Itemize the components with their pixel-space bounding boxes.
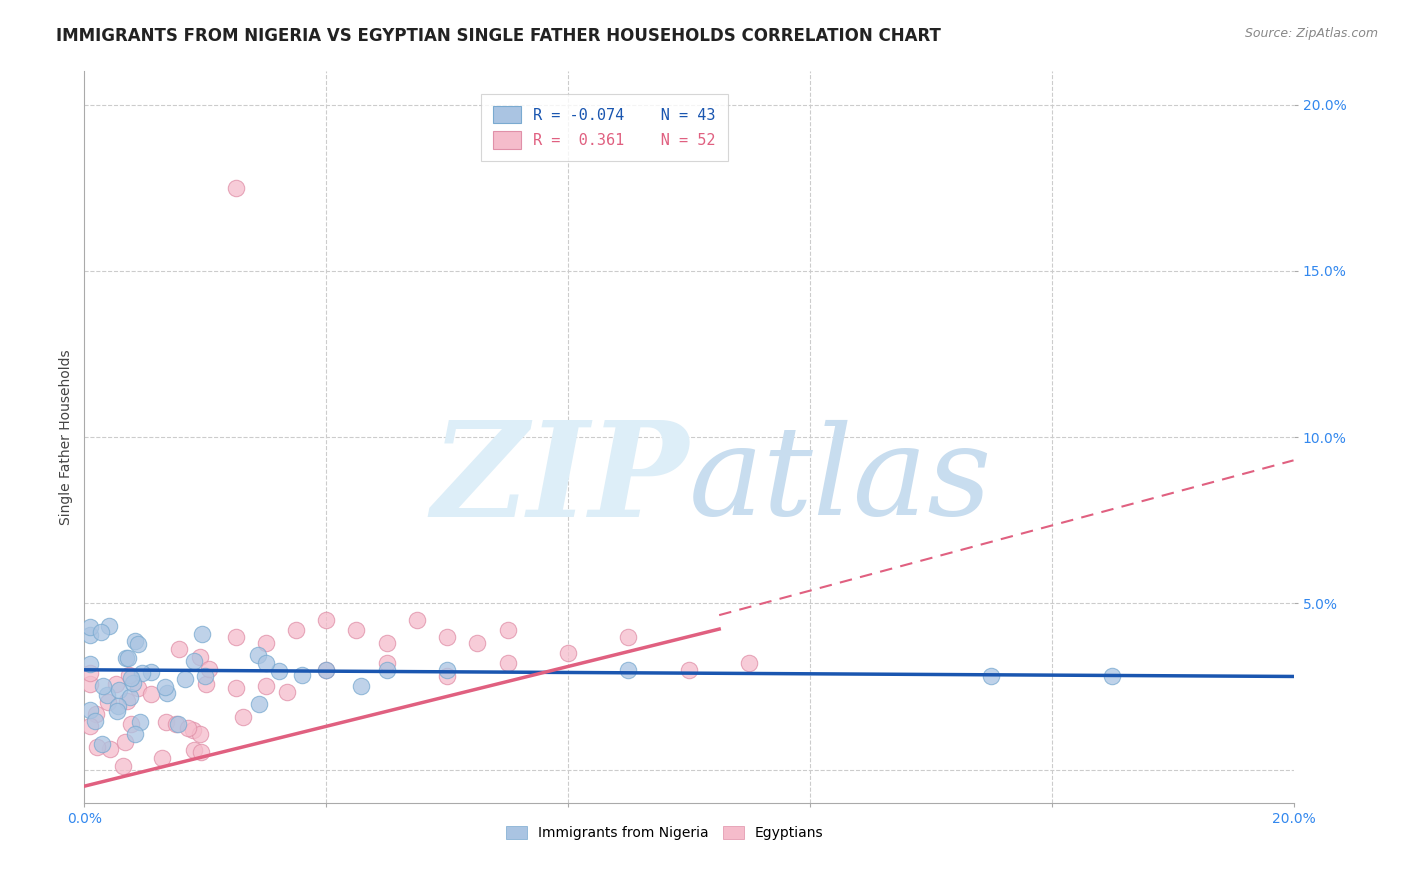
Point <box>350 679 373 693</box>
Point <box>156 686 179 700</box>
Point <box>190 745 212 759</box>
Point <box>247 698 270 712</box>
Point <box>166 717 188 731</box>
Point <box>436 663 458 677</box>
Point <box>496 656 519 670</box>
Point <box>97 695 120 709</box>
Legend: Immigrants from Nigeria, Egyptians: Immigrants from Nigeria, Egyptians <box>499 819 830 847</box>
Point <box>107 699 129 714</box>
Point <box>96 688 118 702</box>
Point <box>183 653 205 667</box>
Point <box>120 716 142 731</box>
Point <box>678 663 700 677</box>
Point <box>174 672 197 686</box>
Point <box>194 676 217 690</box>
Point <box>225 180 247 194</box>
Point <box>139 687 162 701</box>
Point <box>155 714 177 729</box>
Point <box>118 668 141 682</box>
Point <box>129 715 152 730</box>
Point <box>167 641 190 656</box>
Point <box>83 714 105 728</box>
Point <box>980 669 1002 683</box>
Point <box>1101 669 1123 683</box>
Point <box>276 685 298 699</box>
Point <box>124 727 146 741</box>
Point <box>436 630 458 644</box>
Point <box>139 665 162 679</box>
Point <box>127 681 149 695</box>
Point <box>496 623 519 637</box>
Point <box>153 680 176 694</box>
Point <box>79 719 101 733</box>
Point <box>291 667 314 681</box>
Text: Source: ZipAtlas.com: Source: ZipAtlas.com <box>1244 27 1378 40</box>
Point <box>98 742 121 756</box>
Point <box>225 630 247 644</box>
Point <box>79 677 101 691</box>
Point <box>93 679 115 693</box>
Point <box>617 630 640 644</box>
Point <box>183 743 205 757</box>
Point <box>738 656 761 670</box>
Point <box>114 735 136 749</box>
Point <box>247 648 270 662</box>
Point <box>122 676 145 690</box>
Point <box>90 625 112 640</box>
Point <box>177 721 200 735</box>
Point <box>98 618 121 632</box>
Point <box>188 727 211 741</box>
Point <box>188 650 211 665</box>
Point <box>406 613 429 627</box>
Point <box>150 750 173 764</box>
Text: ZIP: ZIP <box>432 417 689 546</box>
Point <box>254 680 277 694</box>
Point <box>117 651 139 665</box>
Point <box>198 662 221 676</box>
Point <box>79 703 101 717</box>
Point <box>375 656 398 670</box>
Point <box>315 613 337 627</box>
Point <box>181 723 204 737</box>
Point <box>84 706 107 721</box>
Point <box>194 669 217 683</box>
Point <box>120 671 142 685</box>
Text: IMMIGRANTS FROM NIGERIA VS EGYPTIAN SINGLE FATHER HOUSEHOLDS CORRELATION CHART: IMMIGRANTS FROM NIGERIA VS EGYPTIAN SING… <box>56 27 941 45</box>
Point <box>232 710 254 724</box>
Point <box>254 656 277 670</box>
Point <box>120 690 142 704</box>
Point <box>79 657 101 671</box>
Point <box>225 681 247 695</box>
Point <box>285 623 308 637</box>
Point <box>346 623 368 637</box>
Point <box>107 704 129 718</box>
Point <box>127 637 149 651</box>
Point <box>124 633 146 648</box>
Point <box>131 665 153 680</box>
Point <box>617 663 640 677</box>
Point <box>86 740 108 755</box>
Point <box>79 665 101 680</box>
Point <box>191 626 214 640</box>
Point <box>315 663 337 677</box>
Point <box>267 664 290 678</box>
Point <box>165 717 187 731</box>
Text: atlas: atlas <box>689 420 993 541</box>
Point <box>557 646 579 660</box>
Point <box>108 682 131 697</box>
Point <box>467 636 489 650</box>
Point <box>375 663 398 677</box>
Point <box>115 651 138 665</box>
Y-axis label: Single Father Households: Single Father Households <box>59 350 73 524</box>
Point <box>436 669 458 683</box>
Point <box>254 636 277 650</box>
Point <box>315 663 337 677</box>
Point <box>105 677 128 691</box>
Point <box>79 620 101 634</box>
Point <box>375 636 398 650</box>
Point <box>117 693 139 707</box>
Point <box>79 628 101 642</box>
Point <box>112 759 135 773</box>
Point <box>90 737 112 751</box>
